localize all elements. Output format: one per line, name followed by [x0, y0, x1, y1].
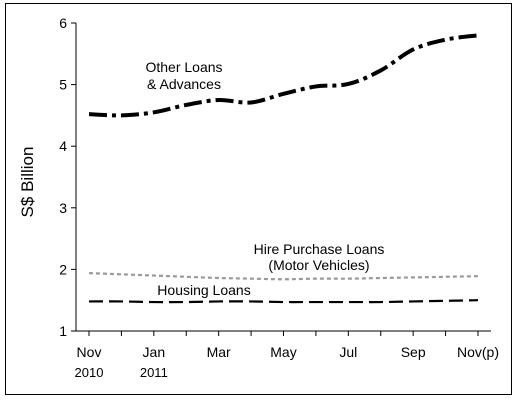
y-tick-label: 4: [59, 138, 67, 154]
x-tick-label: Nov(p): [457, 344, 499, 360]
loans-line-chart: 1 2 3 4 5 6 Nov 2010 Jan 2011 Mar May Jul Sep Nov(p) O…: [18, 15, 499, 380]
series-label: Other Loans: [145, 59, 222, 75]
series-lines: [88, 33, 479, 304]
axes: [75, 23, 491, 332]
x-tick-label: Sep: [401, 344, 426, 360]
series-label: & Advances: [147, 76, 221, 92]
series-labels: Other Loans& Advances Hire Purchase Loans…: [145, 59, 384, 298]
y-tick-label: 6: [59, 15, 67, 31]
y-axis-label: S$ Billion: [18, 147, 37, 218]
y-tick-label: 5: [59, 77, 67, 93]
series-line-2: [88, 299, 479, 304]
series-line-1: [88, 271, 479, 281]
y-tick-label: 1: [59, 323, 67, 339]
x-tick-label: May: [270, 344, 296, 360]
x-tick-label: Jan: [143, 344, 166, 360]
y-tick-label: 3: [59, 200, 67, 216]
x-tick-sublabel: 2010: [75, 365, 104, 380]
x-tick-label: Jul: [339, 344, 357, 360]
chart-frame: 1 2 3 4 5 6 Nov 2010 Jan 2011 Mar May Jul Sep Nov(p) O…: [5, 3, 512, 395]
series-label: Housing Loans: [157, 282, 250, 298]
series-label: (Motor Vehicles): [268, 257, 369, 273]
x-tick-label: Mar: [207, 344, 231, 360]
series-line-0: [88, 33, 479, 118]
x-tick-label: Nov: [77, 344, 102, 360]
x-tick-sublabel: 2011: [140, 365, 168, 380]
y-tick-label: 2: [59, 261, 67, 277]
series-label: Hire Purchase Loans: [254, 241, 385, 257]
tick-marks: 1 2 3 4 5 6 Nov 2010 Jan 2011 Mar May Jul Sep Nov(p): [59, 15, 499, 380]
